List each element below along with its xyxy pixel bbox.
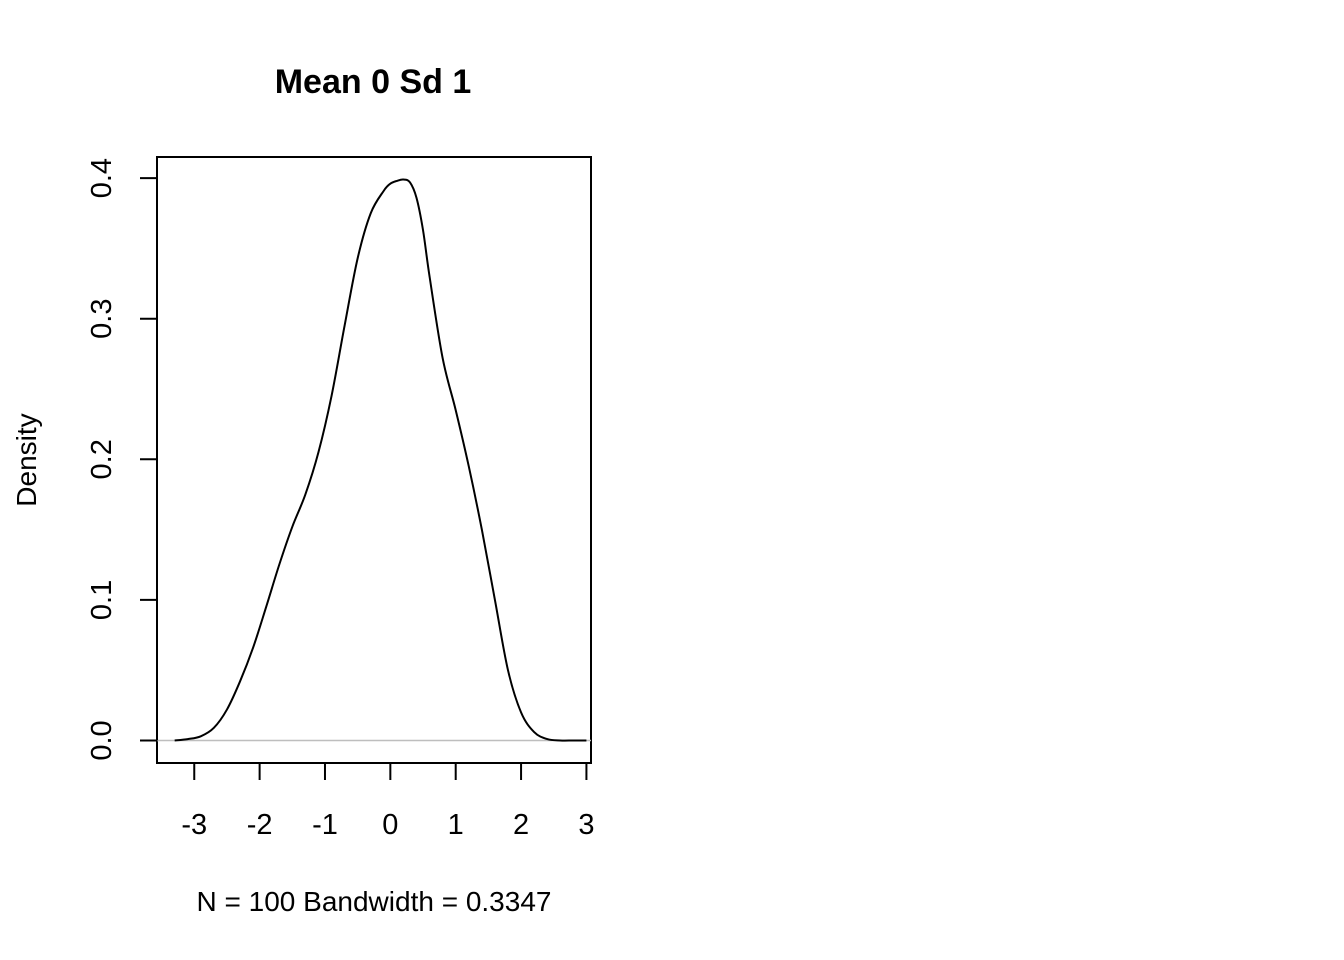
x-tick-label: -3 [181, 809, 207, 841]
x-tick-label: 3 [578, 809, 594, 841]
y-tick-label: 0.1 [86, 580, 118, 620]
x-tick-label: 1 [448, 809, 464, 841]
y-tick-label: 0.4 [86, 158, 118, 198]
x-tick-label: 2 [513, 809, 529, 841]
density-curve [174, 178, 587, 742]
y-tick-label: 0.2 [86, 439, 118, 479]
y-tick-label: 0.0 [86, 720, 118, 760]
x-tick-label: -2 [247, 809, 273, 841]
x-tick-label: -1 [312, 809, 338, 841]
x-tick-label: 0 [382, 809, 398, 841]
plot-frame [156, 156, 592, 764]
y-axis: 0.0 0.1 0.2 0.3 0.4 [86, 158, 158, 761]
y-tick-label: 0.3 [86, 299, 118, 339]
y-axis-label: Density [11, 413, 42, 506]
x-axis: -3 -2 -1 0 1 2 3 [181, 762, 594, 841]
x-axis-label: N = 100 Bandwidth = 0.3347 [197, 886, 552, 917]
chart-title: Mean 0 Sd 1 [275, 63, 472, 101]
